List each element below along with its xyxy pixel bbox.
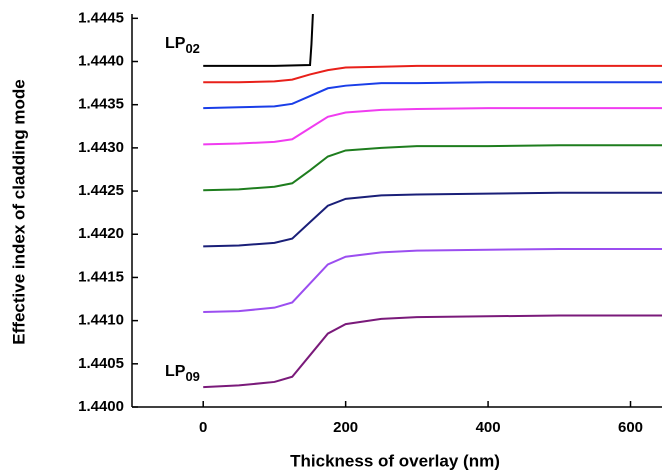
annotation-subscript: 02 bbox=[185, 41, 199, 56]
y-tick-label: 1.4425 bbox=[78, 182, 124, 199]
y-tick-label: 1.4415 bbox=[78, 268, 124, 285]
y-tick-label: 1.4440 bbox=[78, 52, 124, 69]
annotation-text: LP bbox=[165, 35, 186, 52]
y-tick-label: 1.4405 bbox=[78, 355, 124, 372]
series-line bbox=[203, 107, 662, 146]
series-line bbox=[203, 14, 314, 67]
series-line bbox=[203, 314, 662, 389]
annotation-subscript: 09 bbox=[185, 369, 199, 384]
series-line bbox=[203, 144, 662, 192]
y-tick-label: 1.4435 bbox=[78, 96, 124, 113]
y-tick-label: 1.4445 bbox=[78, 9, 124, 26]
y-tick-label: 1.4400 bbox=[78, 398, 124, 415]
annotation: LP09 bbox=[165, 363, 200, 384]
series-line bbox=[203, 64, 662, 84]
annotation-text: LP bbox=[165, 363, 186, 380]
y-tick-label: 1.4410 bbox=[78, 312, 124, 329]
y-tick-label: 1.4420 bbox=[78, 225, 124, 242]
x-tick-label: 200 bbox=[333, 419, 358, 436]
series-line bbox=[203, 191, 662, 248]
x-axis-title: Thickness of overlay (nm) bbox=[290, 451, 500, 470]
annotation: LP02 bbox=[165, 35, 200, 56]
y-tick-label: 1.4430 bbox=[78, 139, 124, 156]
y-axis-title: Effective index of cladding mode bbox=[9, 79, 28, 344]
x-tick-label: 0 bbox=[199, 419, 207, 436]
series-line bbox=[203, 81, 662, 110]
x-tick-label: 400 bbox=[476, 419, 501, 436]
x-tick-label: 600 bbox=[618, 419, 643, 436]
series-line bbox=[203, 247, 662, 313]
